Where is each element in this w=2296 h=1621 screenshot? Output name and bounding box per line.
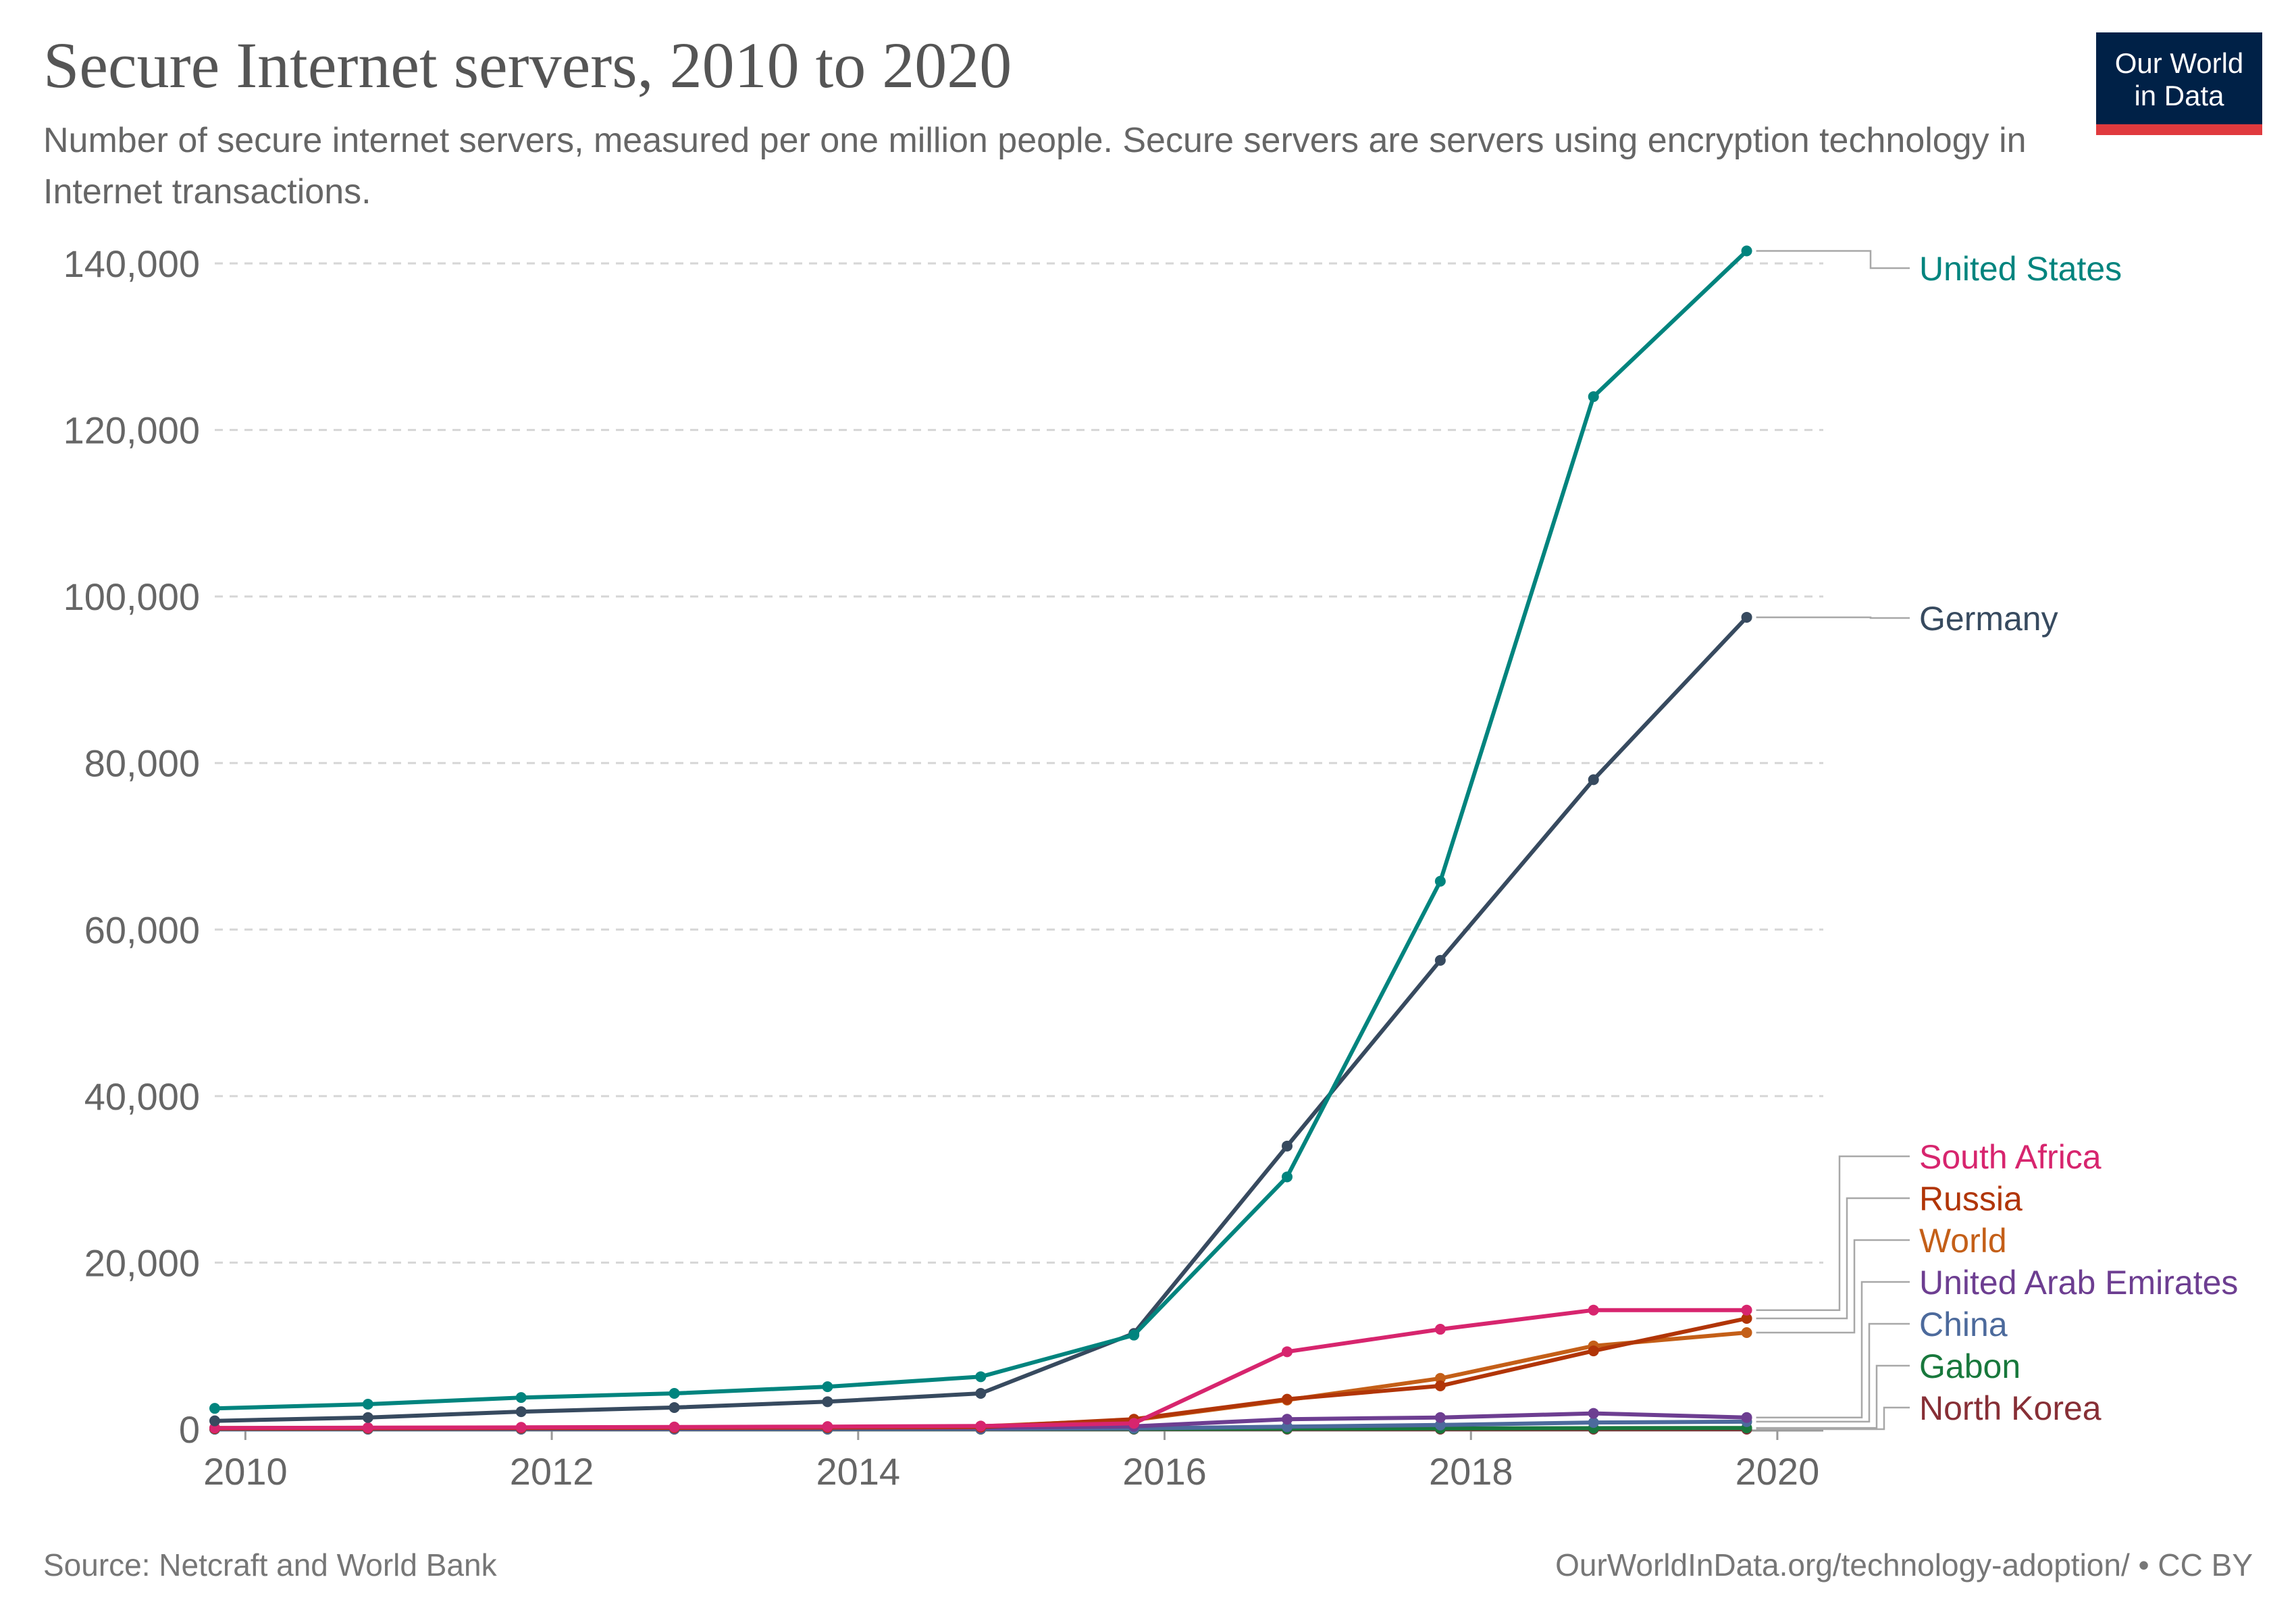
data-point-south-africa[interactable] bbox=[669, 1421, 680, 1433]
data-point-russia[interactable] bbox=[1741, 1313, 1752, 1324]
series-label[interactable]: South Africa bbox=[1919, 1138, 2102, 1176]
data-point-united-states[interactable] bbox=[1128, 1329, 1140, 1341]
license-link[interactable]: OurWorldInData.org/technology-adoption/ … bbox=[1555, 1547, 2253, 1583]
x-tick-label: 2018 bbox=[1429, 1450, 1513, 1493]
data-point-south-africa[interactable] bbox=[515, 1422, 527, 1433]
data-point-germany[interactable] bbox=[362, 1412, 373, 1423]
data-point-united-arab-emirates[interactable] bbox=[1741, 1412, 1752, 1423]
data-point-china[interactable] bbox=[1282, 1421, 1293, 1433]
data-point-united-states[interactable] bbox=[209, 1403, 220, 1414]
data-point-germany[interactable] bbox=[209, 1415, 220, 1426]
data-point-south-africa[interactable] bbox=[362, 1422, 373, 1433]
data-point-united-states[interactable] bbox=[975, 1371, 987, 1383]
series-line-germany[interactable] bbox=[214, 615, 1748, 1423]
label-connector bbox=[1756, 1281, 1910, 1418]
label-connector bbox=[1756, 616, 1910, 619]
series-line-united-states[interactable] bbox=[214, 249, 1748, 1411]
series-label[interactable]: World bbox=[1919, 1222, 2007, 1260]
data-point-united-states[interactable] bbox=[362, 1399, 373, 1410]
data-point-world[interactable] bbox=[1741, 1327, 1752, 1338]
series-labels: United States Germany South Africa Russia Wo… bbox=[1756, 250, 2238, 1431]
grid-lines bbox=[215, 262, 1823, 1264]
data-point-china[interactable] bbox=[1588, 1417, 1599, 1429]
logo-line-1: Our World bbox=[2114, 47, 2244, 79]
series-label[interactable]: Germany bbox=[1919, 600, 2058, 638]
data-point-united-states[interactable] bbox=[669, 1387, 680, 1399]
data-point-united-states[interactable] bbox=[1434, 875, 1446, 887]
x-tick-label: 2020 bbox=[1736, 1450, 1820, 1493]
logo-line-2: in Data bbox=[2134, 80, 2224, 111]
data-point-germany[interactable] bbox=[669, 1401, 680, 1413]
data-point-world[interactable] bbox=[1434, 1372, 1446, 1384]
x-tick-label: 2010 bbox=[203, 1450, 288, 1493]
y-tick-label: 40,000 bbox=[84, 1075, 200, 1118]
data-point-germany[interactable] bbox=[1434, 954, 1446, 966]
label-connector bbox=[1756, 1239, 1910, 1334]
data-point-germany[interactable] bbox=[1588, 774, 1599, 786]
series-label[interactable]: United Arab Emirates bbox=[1919, 1264, 2238, 1302]
chart-title: Secure Internet servers, 2010 to 2020 bbox=[43, 29, 1012, 101]
x-tick-label: 2012 bbox=[510, 1450, 594, 1493]
x-tick-label: 2014 bbox=[816, 1450, 901, 1493]
series-label[interactable]: United States bbox=[1919, 250, 2122, 288]
label-connector bbox=[1756, 1155, 1910, 1311]
data-point-united-states[interactable] bbox=[1282, 1171, 1293, 1183]
data-point-united-states[interactable] bbox=[1741, 245, 1752, 257]
y-tick-label: 120,000 bbox=[63, 409, 200, 452]
data-point-united-states[interactable] bbox=[822, 1381, 833, 1393]
series-label[interactable]: Gabon bbox=[1919, 1347, 2020, 1385]
owid-logo[interactable]: Our World in Data bbox=[2096, 32, 2262, 135]
data-point-south-africa[interactable] bbox=[1741, 1304, 1752, 1316]
data-point-south-africa[interactable] bbox=[975, 1420, 987, 1432]
data-point-united-arab-emirates[interactable] bbox=[1282, 1414, 1293, 1425]
y-tick-label: 80,000 bbox=[84, 742, 200, 785]
data-point-south-africa[interactable] bbox=[822, 1421, 833, 1433]
data-point-russia[interactable] bbox=[1588, 1345, 1599, 1357]
data-point-germany[interactable] bbox=[975, 1387, 987, 1399]
data-point-south-africa[interactable] bbox=[1434, 1324, 1446, 1335]
data-point-germany[interactable] bbox=[822, 1396, 833, 1408]
y-tick-label: 100,000 bbox=[63, 575, 200, 618]
data-point-united-arab-emirates[interactable] bbox=[1588, 1408, 1599, 1419]
data-point-russia[interactable] bbox=[1434, 1380, 1446, 1391]
data-point-united-states[interactable] bbox=[1588, 391, 1599, 403]
data-point-germany[interactable] bbox=[1282, 1140, 1293, 1152]
series-label[interactable]: North Korea bbox=[1919, 1389, 2102, 1427]
data-point-germany[interactable] bbox=[1741, 611, 1752, 623]
y-tick-label: 0 bbox=[179, 1408, 200, 1451]
source-note: Source: Netcraft and World Bank bbox=[43, 1547, 497, 1583]
label-connector bbox=[1756, 250, 1910, 269]
chart-subtitle: Number of secure internet servers, measu… bbox=[43, 121, 2027, 211]
data-point-germany[interactable] bbox=[515, 1406, 527, 1418]
data-point-russia[interactable] bbox=[1282, 1393, 1293, 1405]
label-connector bbox=[1756, 1364, 1910, 1429]
x-tick-label: 2016 bbox=[1122, 1450, 1207, 1493]
data-point-south-africa[interactable] bbox=[1128, 1418, 1140, 1429]
data-point-south-africa[interactable] bbox=[1282, 1346, 1293, 1358]
label-connector bbox=[1756, 1406, 1910, 1431]
data-point-china[interactable] bbox=[1434, 1419, 1446, 1431]
series-label[interactable]: Russia bbox=[1919, 1180, 2023, 1218]
series-label[interactable]: China bbox=[1919, 1306, 2008, 1343]
y-tick-label: 20,000 bbox=[84, 1241, 200, 1284]
series-lines bbox=[209, 245, 1752, 1435]
data-point-south-africa[interactable] bbox=[1588, 1304, 1599, 1316]
y-tick-label: 60,000 bbox=[84, 908, 200, 951]
y-tick-label: 140,000 bbox=[63, 242, 200, 285]
data-point-united-states[interactable] bbox=[515, 1392, 527, 1404]
data-point-united-arab-emirates[interactable] bbox=[1434, 1412, 1446, 1423]
axes: 0 20,000 40,000 60,000 80,000 100,000 120,000 1… bbox=[63, 242, 1823, 1493]
label-connector bbox=[1756, 1322, 1910, 1423]
label-connector bbox=[1756, 1197, 1910, 1320]
